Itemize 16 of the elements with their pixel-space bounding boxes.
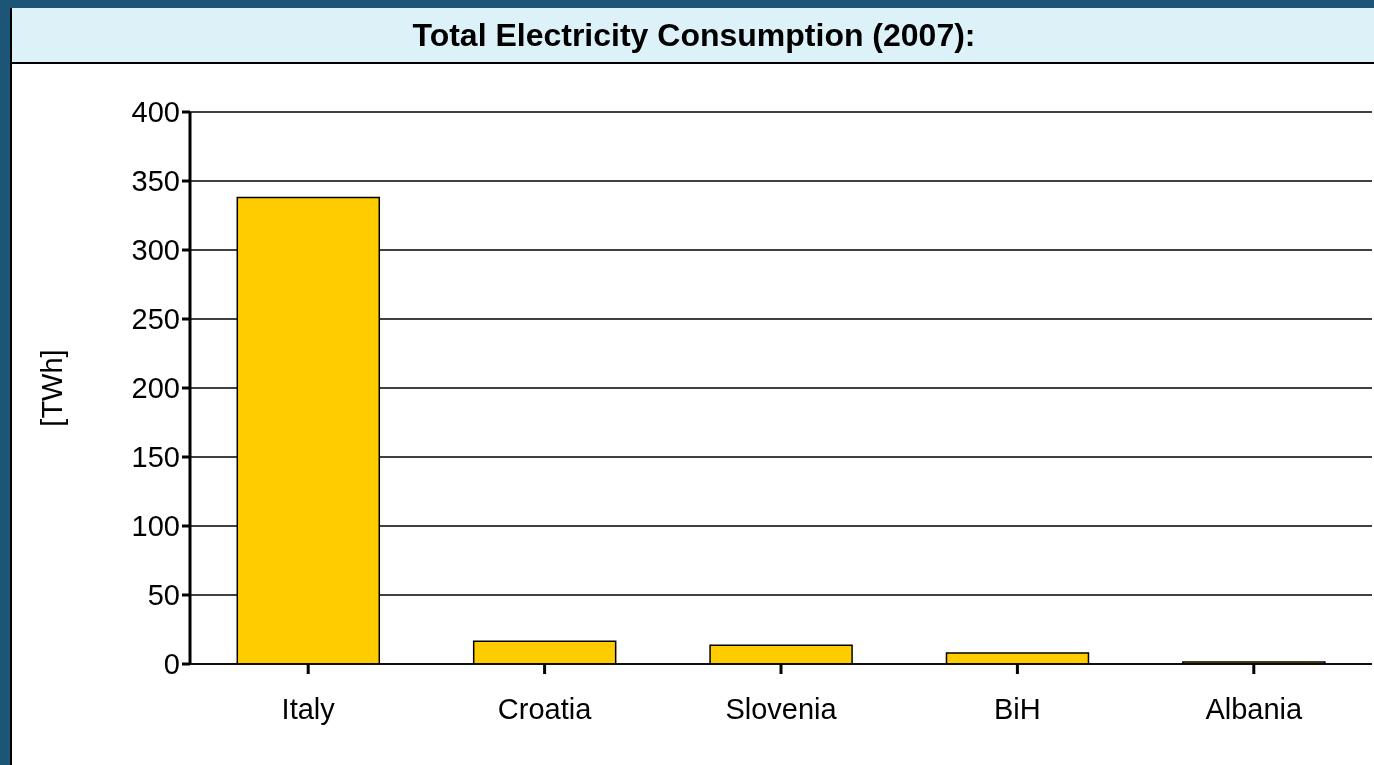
y-tick-label: 200 [131, 372, 180, 405]
y-tick-label: 0 [163, 648, 180, 681]
chart-title: Total Electricity Consumption (2007): [12, 8, 1374, 64]
y-tick-label: 150 [131, 441, 180, 474]
x-tick-label: BiH [994, 692, 1041, 725]
x-tick-label: Albania [1205, 692, 1304, 725]
y-tick-label: 100 [131, 510, 180, 543]
y-tick-label: 350 [131, 165, 180, 198]
x-tick-label: Slovenia [725, 692, 838, 725]
y-tick-label: 250 [131, 303, 180, 336]
y-tick-label: 50 [147, 579, 180, 612]
y-tick-label: 300 [131, 234, 180, 267]
x-tick-label: Italy [281, 692, 336, 725]
x-tick-label: Croatia [497, 692, 593, 725]
y-axis-title: [TWh] [36, 349, 69, 427]
y-tick-label: 400 [131, 96, 180, 129]
